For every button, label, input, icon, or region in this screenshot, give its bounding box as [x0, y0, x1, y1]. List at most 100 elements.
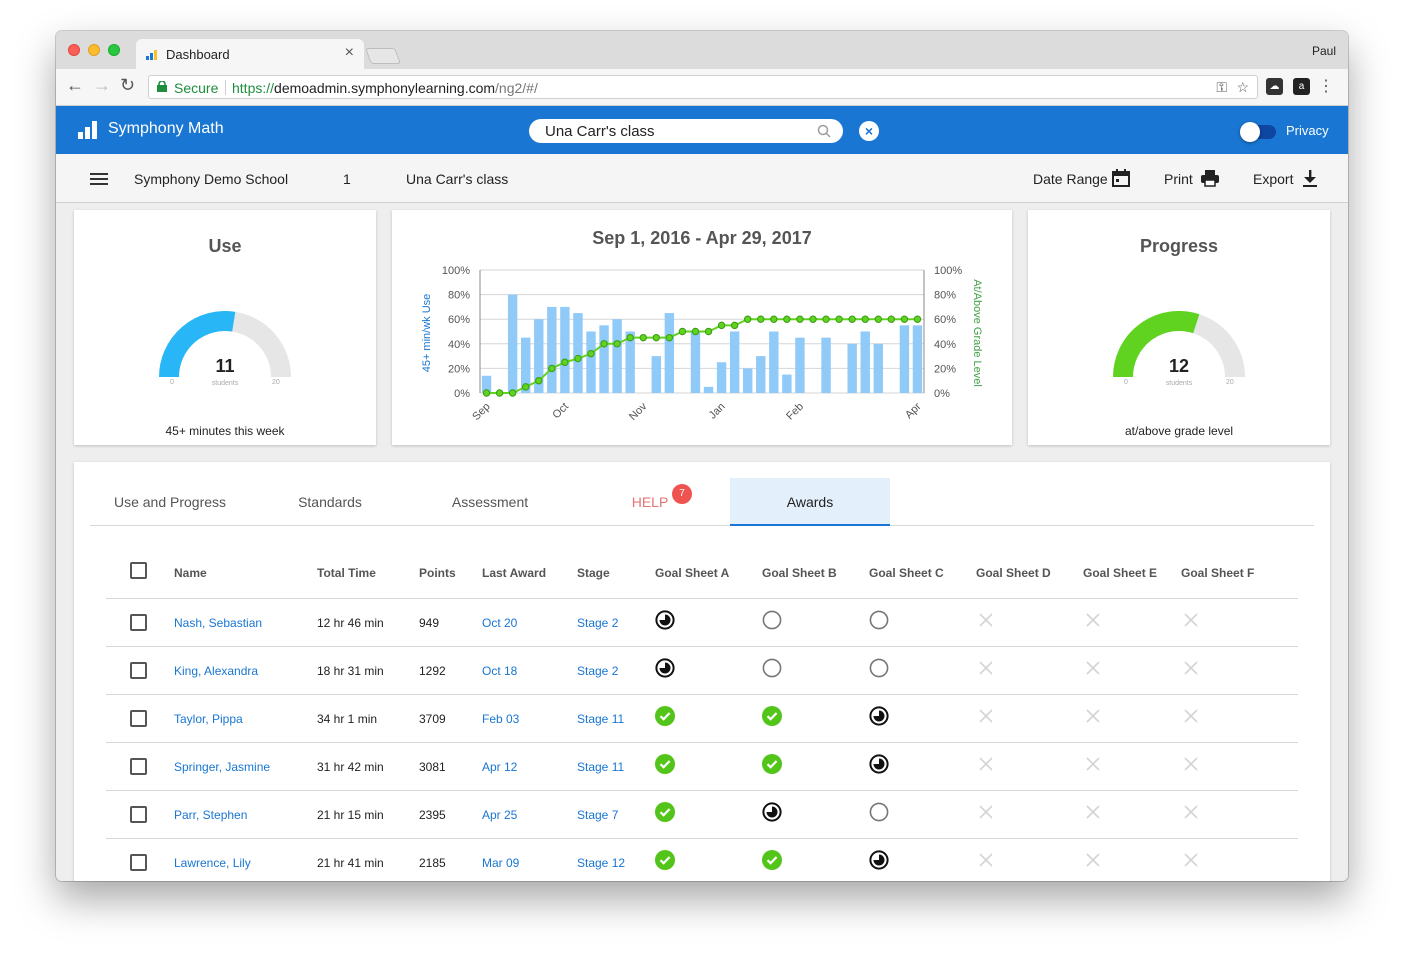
row-checkbox[interactable]: [130, 662, 147, 679]
select-all-checkbox[interactable]: [130, 562, 147, 579]
url-text[interactable]: https://demoadmin.symphonylearning.com/n…: [232, 80, 538, 96]
clear-search-icon[interactable]: ×: [859, 121, 879, 141]
empty-circle-icon[interactable]: [762, 658, 782, 678]
minimize-window-button[interactable]: [88, 44, 100, 56]
row-checkbox[interactable]: [130, 710, 147, 727]
stage-link[interactable]: Stage 11: [577, 712, 625, 726]
school-name[interactable]: Symphony Demo School: [134, 171, 289, 187]
check-circle-icon[interactable]: [655, 850, 675, 870]
stage-link[interactable]: Stage 2: [577, 664, 619, 678]
student-name-link[interactable]: Springer, Jasmine: [174, 760, 271, 774]
col-points[interactable]: Points: [419, 566, 456, 580]
last-award-link[interactable]: Apr 25: [482, 808, 518, 822]
check-circle-icon[interactable]: [762, 754, 782, 774]
partial-progress-icon[interactable]: [869, 850, 889, 870]
gauge-fill: [159, 311, 236, 378]
check-circle-icon[interactable]: [655, 754, 675, 774]
col-goal-sheet-d[interactable]: Goal Sheet D: [976, 566, 1051, 580]
row-checkbox[interactable]: [130, 614, 147, 631]
col-last-award[interactable]: Last Award: [482, 566, 547, 580]
last-award-link[interactable]: Oct 20: [482, 616, 518, 630]
tab-standards[interactable]: Standards: [298, 494, 362, 510]
empty-circle-icon[interactable]: [869, 610, 889, 630]
empty-circle-icon[interactable]: [869, 658, 889, 678]
cloud-extension-icon[interactable]: ☁: [1266, 78, 1283, 95]
print-button[interactable]: Print: [1164, 171, 1193, 187]
col-stage[interactable]: Stage: [577, 566, 610, 580]
student-name-link[interactable]: Nash, Sebastian: [174, 616, 263, 630]
profile-name[interactable]: Paul: [1311, 44, 1336, 58]
check-circle-icon[interactable]: [762, 706, 782, 726]
partial-progress-icon[interactable]: [655, 610, 675, 630]
student-name-link[interactable]: Parr, Stephen: [174, 808, 248, 822]
col-total-time[interactable]: Total Time: [317, 566, 376, 580]
tab-use-and-progress[interactable]: Use and Progress: [113, 494, 227, 510]
student-name-link[interactable]: King, Alexandra: [174, 664, 259, 678]
export-button[interactable]: Export: [1253, 171, 1294, 187]
grade-number[interactable]: 1: [343, 171, 351, 187]
row-checkbox[interactable]: [130, 806, 147, 823]
table-row: Springer, Jasmine 31 hr 42 min 3081 Apr …: [106, 742, 1298, 790]
amazon-extension-icon[interactable]: a: [1293, 78, 1310, 95]
last-award-link[interactable]: Oct 18: [482, 664, 518, 678]
stage-link[interactable]: Stage 11: [577, 760, 625, 774]
row-checkbox[interactable]: [130, 758, 147, 775]
col-goal-sheet-f[interactable]: Goal Sheet F: [1181, 566, 1255, 580]
partial-progress-icon[interactable]: [762, 802, 782, 822]
partial-progress-icon[interactable]: [869, 706, 889, 726]
gauge-track: [231, 311, 291, 378]
stage-link[interactable]: Stage 7: [577, 808, 619, 822]
forward-arrow-icon[interactable]: →: [93, 75, 111, 95]
col-goal-sheet-b[interactable]: Goal Sheet B: [762, 566, 837, 580]
chart-point: [561, 358, 569, 366]
date-range-button[interactable]: Date Range: [1033, 171, 1108, 187]
class-name[interactable]: Una Carr's class: [406, 171, 509, 187]
stage-link[interactable]: Stage 2: [577, 616, 619, 630]
col-goal-sheet-a[interactable]: Goal Sheet A: [655, 566, 730, 580]
y2-tick-label: 20%: [934, 363, 956, 375]
check-circle-icon[interactable]: [762, 850, 782, 870]
col-name[interactable]: Name: [174, 566, 207, 580]
toggle-knob[interactable]: [1240, 122, 1260, 142]
x-mark-icon: [976, 610, 996, 630]
hamburger-menu-icon[interactable]: [90, 173, 108, 185]
tab-awards[interactable]: Awards: [730, 478, 890, 526]
student-name-link[interactable]: Taylor, Pippa: [174, 712, 243, 726]
search-icon[interactable]: [817, 124, 831, 138]
check-circle-icon[interactable]: [655, 706, 675, 726]
col-goal-sheet-c[interactable]: Goal Sheet C: [869, 566, 944, 580]
col-goal-sheet-e[interactable]: Goal Sheet E: [1083, 566, 1158, 580]
download-icon[interactable]: [1300, 168, 1320, 188]
use-gauge-unit: students: [211, 380, 239, 387]
close-tab-icon[interactable]: ×: [344, 44, 354, 61]
calendar-icon[interactable]: [1111, 168, 1131, 188]
brand-name[interactable]: Symphony Math: [108, 120, 224, 137]
zoom-window-button[interactable]: [108, 44, 120, 56]
close-window-button[interactable]: [68, 44, 80, 56]
empty-circle-icon[interactable]: [762, 610, 782, 630]
bookmark-star-icon[interactable]: ☆: [1236, 79, 1249, 95]
browser-tab-dashboard[interactable]: Dashboard ×: [136, 39, 364, 69]
last-award-link[interactable]: Apr 12: [482, 760, 518, 774]
partial-progress-icon[interactable]: [655, 658, 675, 678]
class-search-input[interactable]: Una Carr's class: [529, 119, 843, 143]
tab-help[interactable]: HELP: [631, 494, 669, 510]
last-award-link[interactable]: Mar 09: [482, 856, 520, 870]
last-award-link[interactable]: Feb 03: [482, 712, 520, 726]
empty-circle-icon[interactable]: [869, 802, 889, 822]
new-tab-button[interactable]: [365, 48, 401, 64]
printer-icon[interactable]: [1200, 168, 1220, 188]
stage-link[interactable]: Stage 12: [577, 856, 626, 870]
tab-assessment[interactable]: Assessment: [451, 494, 529, 510]
address-bar[interactable]: Secure https://demoadmin.symphonylearnin…: [148, 75, 1258, 99]
key-icon[interactable]: ⚿: [1216, 79, 1227, 95]
privacy-toggle[interactable]: [1240, 122, 1276, 142]
reload-icon[interactable]: ↻: [120, 75, 136, 95]
partial-progress-icon[interactable]: [869, 754, 889, 774]
browser-menu-icon[interactable]: ⋮: [1318, 78, 1334, 95]
x-mark-icon: [1083, 850, 1103, 870]
back-arrow-icon[interactable]: ←: [66, 75, 84, 95]
row-checkbox[interactable]: [130, 854, 147, 871]
check-circle-icon[interactable]: [655, 802, 675, 822]
student-name-link[interactable]: Lawrence, Lily: [174, 856, 251, 870]
